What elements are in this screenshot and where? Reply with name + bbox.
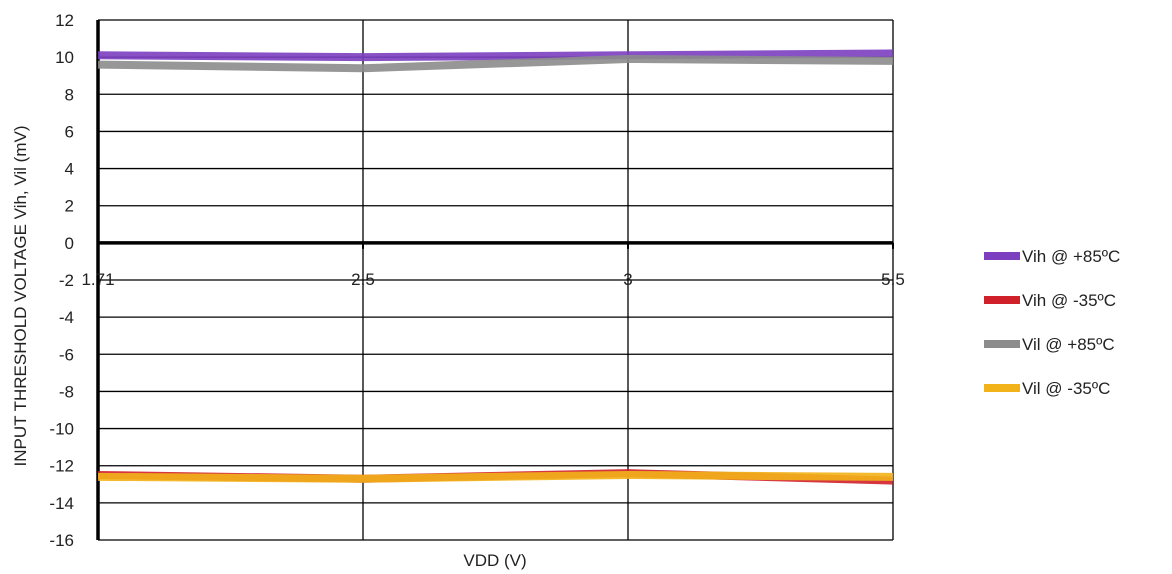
gridlines — [96, 19, 894, 541]
x-tick-label: 2.5 — [351, 270, 375, 289]
series-lines — [97, 49, 894, 485]
y-tick-label: -12 — [49, 457, 74, 476]
x-tick-label: 1.71 — [81, 270, 114, 289]
legend-label: Vil @ -35ºC — [1022, 379, 1110, 398]
y-tick-label: 10 — [55, 48, 74, 67]
y-tick-label: -2 — [59, 271, 74, 290]
series-line — [97, 49, 894, 62]
y-axis-title: INPUT THRESHOLD VOLTAGE Vih, Vil (mV) — [11, 125, 30, 466]
y-tick-label: 8 — [65, 85, 74, 104]
legend-label: Vih @ -35ºC — [1022, 291, 1116, 310]
y-tick-label: 0 — [65, 234, 74, 253]
series-line — [97, 55, 894, 73]
y-tick-labels: 12 10 8 6 4 2 0 -2 -4 -6 -8 -10 -12 -14 -16 — [49, 11, 74, 550]
y-tick-label: 2 — [65, 197, 74, 216]
y-tick-label: -8 — [59, 382, 74, 401]
y-tick-label: -6 — [59, 345, 74, 364]
zero-axis — [97, 241, 894, 249]
legend: Vih @ +85ºC Vih @ -35ºC Vil @ +85ºC Vil @ -… — [984, 247, 1120, 398]
y-tick-label: 12 — [55, 11, 74, 30]
y-tick-label: -4 — [59, 308, 74, 327]
x-tick-labels: 1.71 2.5 3 5.5 — [81, 270, 904, 289]
y-tick-label: 4 — [65, 160, 74, 179]
x-axis-title: VDD (V) — [463, 551, 526, 570]
y-tick-label: -16 — [49, 531, 74, 550]
legend-swatch — [984, 384, 1020, 392]
x-tick-label: 3 — [623, 270, 632, 289]
y-tick-label: -10 — [49, 420, 74, 439]
series-line — [97, 471, 894, 483]
legend-swatch — [984, 340, 1020, 348]
legend-label: Vih @ +85ºC — [1022, 247, 1120, 266]
y-tick-label: 6 — [65, 122, 74, 141]
legend-swatch — [984, 252, 1020, 260]
x-tick-label: 5.5 — [881, 270, 905, 289]
y-tick-label: -14 — [49, 494, 74, 513]
legend-label: Vil @ +85ºC — [1022, 335, 1115, 354]
legend-swatch — [984, 296, 1020, 304]
